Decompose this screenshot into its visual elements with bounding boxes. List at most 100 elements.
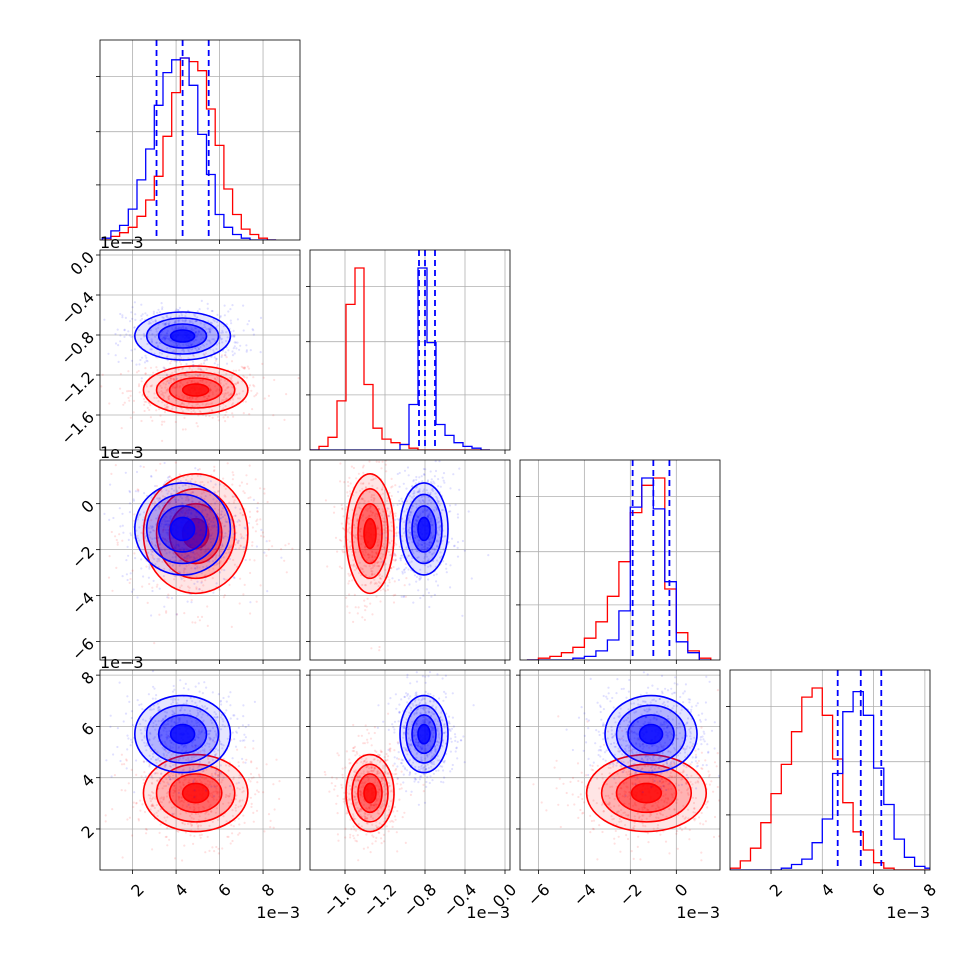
scatter-point — [192, 765, 195, 768]
scatter-point — [234, 804, 237, 807]
scatter-point — [218, 588, 221, 591]
scatter-point — [153, 529, 156, 532]
panel-frame — [99, 669, 301, 871]
scatter-point — [183, 823, 186, 826]
scatter-point — [369, 815, 373, 819]
panel-frame — [99, 39, 301, 241]
scatter-point — [154, 797, 157, 800]
scatter-point — [431, 524, 434, 527]
y-tick-label: −1.2 — [57, 368, 98, 409]
scatter-point — [238, 800, 241, 803]
scatter-point — [209, 729, 212, 733]
scatter-point — [174, 500, 177, 504]
scatter-point — [376, 784, 379, 787]
scatter-point — [222, 776, 225, 779]
scatter-point — [209, 321, 212, 324]
scatter-point — [362, 772, 365, 775]
scatter-point — [429, 491, 432, 494]
scatter-point — [110, 775, 113, 778]
scatter-point — [189, 509, 193, 512]
scatter-point — [154, 320, 157, 323]
scatter-point — [216, 791, 220, 794]
scatter-point — [197, 346, 200, 349]
scatter-point — [178, 552, 181, 556]
scatter-point — [166, 492, 169, 495]
scatter-point — [348, 784, 352, 788]
scatter-point — [208, 384, 211, 387]
scatter-point — [168, 394, 171, 397]
scatter-point — [153, 537, 156, 540]
scatter-point — [168, 523, 171, 526]
scatter-point — [204, 544, 207, 547]
scatter-point — [164, 337, 167, 340]
scatter-point — [393, 552, 396, 555]
scatter-point — [221, 337, 224, 340]
scatter-point — [445, 563, 448, 566]
scatter-point — [197, 721, 200, 724]
scatter-point — [401, 554, 404, 557]
scatter-point — [119, 759, 122, 763]
scatter-point — [205, 381, 208, 384]
scatter-point — [188, 396, 191, 399]
scatter-point — [356, 801, 359, 804]
scatter-point — [390, 529, 393, 533]
scatter-point — [238, 823, 241, 826]
scatter-point — [425, 555, 429, 558]
scatter-point — [221, 718, 224, 721]
scatter-point — [430, 595, 433, 598]
scatter-point — [177, 778, 180, 781]
scatter-point — [174, 326, 177, 329]
scatter-point — [218, 791, 221, 794]
scatter-point — [189, 716, 192, 720]
scatter-point — [188, 508, 191, 511]
scatter-point — [168, 765, 171, 768]
scatter-point — [454, 503, 457, 506]
scatter-point — [361, 568, 364, 571]
scatter-point — [187, 511, 190, 515]
scatter-point — [405, 546, 408, 549]
scatter-point — [135, 529, 138, 532]
scatter-point — [422, 494, 425, 497]
scatter-point — [198, 760, 201, 764]
scatter-point — [214, 790, 217, 793]
scatter-point — [160, 302, 163, 305]
scatter-point — [348, 593, 351, 596]
scatter-point — [162, 724, 165, 727]
scatter-point — [175, 360, 178, 363]
scatter-point — [196, 825, 199, 828]
scatter-point — [398, 499, 401, 502]
scatter-point — [227, 801, 230, 804]
scatter-point — [166, 387, 170, 390]
scatter-point — [177, 545, 180, 548]
scatter-point — [283, 559, 286, 562]
scatter-point — [130, 534, 133, 537]
scatter-point — [220, 355, 223, 358]
scatter-point — [415, 522, 418, 525]
scatter-point — [227, 391, 230, 394]
scatter-point — [415, 478, 418, 481]
scatter-point — [167, 382, 171, 385]
scatter-point — [232, 501, 235, 504]
scatter-point — [128, 334, 131, 337]
scatter-point — [342, 797, 345, 801]
scatter-point — [145, 356, 148, 359]
scatter-point — [201, 749, 204, 752]
scatter-point — [388, 808, 391, 812]
scatter-point — [198, 700, 201, 703]
scatter-point — [231, 354, 235, 357]
scatter-point — [178, 314, 181, 318]
scatter-point — [409, 793, 412, 797]
scatter-point — [253, 395, 256, 398]
scatter-point — [233, 352, 236, 355]
scatter-point — [152, 704, 155, 707]
scatter-point — [203, 323, 206, 326]
scatter-point — [389, 800, 393, 803]
scatter-point — [397, 578, 400, 582]
scatter-point — [165, 730, 168, 733]
scatter-point — [375, 551, 378, 554]
scatter-point — [181, 497, 184, 500]
scatter-point — [352, 747, 355, 750]
scatter-point — [185, 811, 188, 814]
scatter-point — [163, 334, 167, 337]
scatter-point — [238, 832, 241, 835]
